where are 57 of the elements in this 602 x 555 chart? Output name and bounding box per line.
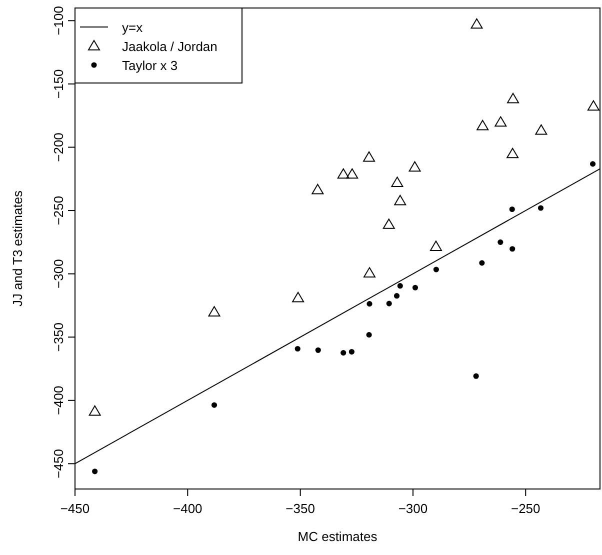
point [312, 184, 324, 194]
legend-label: Taylor x 3 [122, 58, 178, 73]
point [433, 266, 439, 272]
point [382, 218, 395, 229]
point [509, 206, 515, 212]
point [430, 240, 442, 251]
point [394, 293, 400, 299]
point [294, 346, 300, 352]
legend-label: y=x [122, 20, 144, 35]
point [394, 194, 406, 206]
y-tick-label: −300 [51, 259, 66, 288]
point [88, 405, 101, 416]
point [498, 239, 504, 245]
y-tick-label: −400 [51, 386, 66, 416]
point [363, 267, 376, 278]
point [292, 292, 304, 302]
point [479, 260, 485, 266]
point [391, 176, 404, 188]
y-tick-label: −150 [51, 69, 66, 99]
point [476, 120, 489, 130]
point [340, 350, 346, 356]
point [366, 301, 372, 307]
legend-label: Jaakola / Jordan [122, 39, 218, 54]
y-tick-label: −350 [51, 322, 66, 352]
y-tick-label: −450 [51, 449, 66, 478]
x-tick-label: −350 [286, 501, 315, 516]
point [315, 347, 321, 353]
point [473, 373, 479, 379]
y-axis-title: JJ and T3 estimates [10, 190, 25, 307]
point [386, 300, 392, 306]
point [397, 283, 403, 289]
point [507, 92, 520, 104]
x-tick-label: −250 [510, 501, 540, 516]
point [366, 332, 372, 338]
point [538, 205, 544, 211]
point [208, 306, 220, 317]
y-tick-label: −250 [51, 196, 66, 226]
y-tick-label: −100 [51, 6, 66, 36]
point [506, 148, 519, 158]
x-axis-title: MC estimates [298, 529, 378, 544]
point [92, 468, 98, 474]
point [363, 151, 376, 162]
y-tick-label: −200 [51, 132, 66, 162]
point [590, 161, 596, 167]
x-tick-label: −300 [398, 501, 428, 516]
point [412, 284, 418, 290]
point [587, 100, 600, 111]
point [494, 116, 507, 127]
x-tick-label: −400 [173, 501, 202, 516]
point [510, 246, 516, 252]
point [470, 18, 483, 29]
point [408, 161, 421, 172]
point [211, 402, 218, 408]
point [348, 348, 354, 355]
point [337, 168, 350, 179]
point [346, 168, 358, 179]
point [535, 124, 548, 135]
